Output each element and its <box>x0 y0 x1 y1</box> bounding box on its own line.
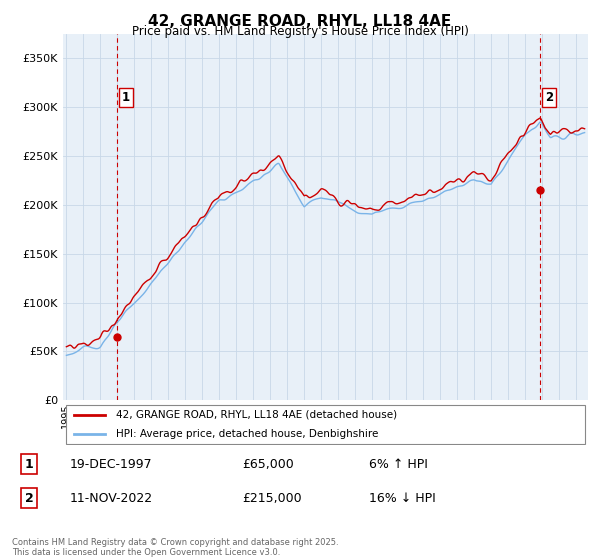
Text: 2: 2 <box>545 91 553 104</box>
Text: HPI: Average price, detached house, Denbighshire: HPI: Average price, detached house, Denb… <box>115 429 378 439</box>
Text: 42, GRANGE ROAD, RHYL, LL18 4AE: 42, GRANGE ROAD, RHYL, LL18 4AE <box>148 14 452 29</box>
Text: £65,000: £65,000 <box>242 458 294 470</box>
Text: 19-DEC-1997: 19-DEC-1997 <box>70 458 152 470</box>
Text: 16% ↓ HPI: 16% ↓ HPI <box>369 492 436 505</box>
FancyBboxPatch shape <box>65 405 586 444</box>
Text: Price paid vs. HM Land Registry's House Price Index (HPI): Price paid vs. HM Land Registry's House … <box>131 25 469 38</box>
Text: £215,000: £215,000 <box>242 492 302 505</box>
Text: 42, GRANGE ROAD, RHYL, LL18 4AE (detached house): 42, GRANGE ROAD, RHYL, LL18 4AE (detache… <box>115 409 397 419</box>
Text: Contains HM Land Registry data © Crown copyright and database right 2025.
This d: Contains HM Land Registry data © Crown c… <box>12 538 338 557</box>
Text: 6% ↑ HPI: 6% ↑ HPI <box>369 458 428 470</box>
Text: 2: 2 <box>25 492 34 505</box>
Text: 1: 1 <box>122 91 130 104</box>
Text: 1: 1 <box>25 458 34 470</box>
Text: 11-NOV-2022: 11-NOV-2022 <box>70 492 153 505</box>
